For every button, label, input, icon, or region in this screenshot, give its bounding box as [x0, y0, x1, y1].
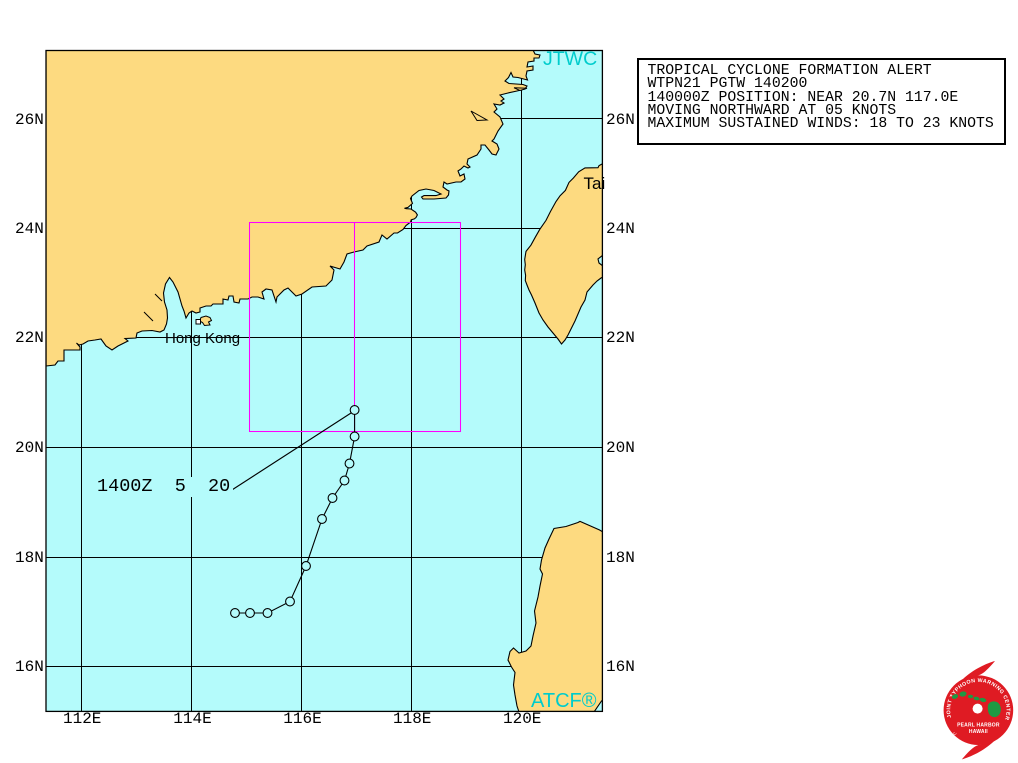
- svg-text:HAWAII: HAWAII: [969, 729, 988, 735]
- svg-text:JTWC: JTWC: [947, 731, 958, 743]
- svg-text:PEARL HARBOR: PEARL HARBOR: [957, 723, 1000, 729]
- svg-text:NMFC: NMFC: [995, 744, 1006, 756]
